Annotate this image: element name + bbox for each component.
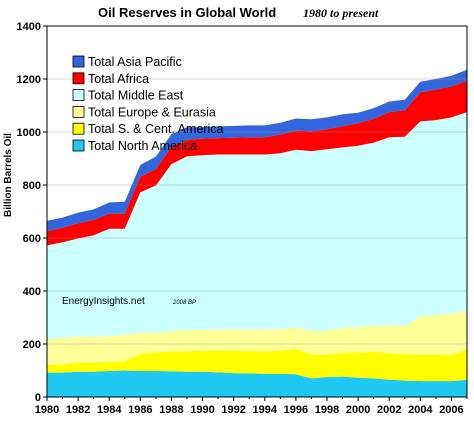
x-tick-label: 1992 <box>221 404 245 416</box>
x-tick-label: 2000 <box>346 404 370 416</box>
annotation-source: EnergyInsights.net <box>62 296 145 307</box>
area-total-middle-east <box>47 112 467 340</box>
annotation-group: EnergyInsights.net 2008 BP <box>62 296 196 307</box>
area-total-asia-pacific <box>47 69 467 232</box>
legend-label-total-north-america: Total North America <box>88 139 197 153</box>
y-tick-label: 1000 <box>17 127 41 139</box>
y-tick-label: 0 <box>35 392 41 404</box>
x-tick-label: 1982 <box>66 404 90 416</box>
legend-swatch-total-asia-pacific <box>72 55 85 68</box>
plot-frame <box>46 25 468 398</box>
legend-swatch-total-europe-eurasia <box>72 106 85 118</box>
x-tick-label: 1994 <box>253 404 278 416</box>
legend-label-total-asia-pacific: Total Asia Pacific <box>88 55 182 69</box>
x-tick-label: 1988 <box>159 404 183 416</box>
legend-label-total-europe-eurasia: Total Europe & Eurasia <box>88 105 216 119</box>
chart-subtitle: 1980 to present <box>303 6 379 20</box>
legend-swatch-total-middle-east <box>72 89 85 101</box>
y-tick-label: 800 <box>23 180 41 192</box>
axes-group: 0 200 400 600 800 1000 1200 1400 1980 1982 1984 198… <box>17 21 468 416</box>
x-tick-label: 1986 <box>128 404 152 416</box>
x-tick-label: 1980 <box>35 404 59 416</box>
legend: Total Asia Pacific Total Africa Total Midd… <box>72 55 224 153</box>
x-tick-label: 2004 <box>408 404 433 416</box>
area-total-north-america <box>47 370 467 397</box>
y-axis-label: Billion Barrels Oil <box>3 133 14 217</box>
legend-label-total-africa: Total Africa <box>88 72 149 86</box>
annotation-note: 2008 BP <box>172 300 196 306</box>
x-tick-label: 1984 <box>97 404 122 416</box>
legend-label-total-s-cent-america: Total S. & Cent. America <box>88 122 224 136</box>
x-tick-label: 2006 <box>439 404 463 416</box>
area-series-group <box>47 69 467 397</box>
y-tick-label: 1400 <box>17 21 41 33</box>
x-tick-label: 1996 <box>284 404 308 416</box>
legend-swatch-total-africa <box>72 72 85 85</box>
y-tick-label: 1200 <box>17 74 41 86</box>
legend-swatch-total-s-cent-america <box>72 122 85 135</box>
y-tick-label: 200 <box>23 339 41 351</box>
x-tick-label: 2002 <box>377 404 401 416</box>
legend-swatch-total-north-america <box>72 139 85 152</box>
legend-label-total-middle-east: Total Middle East <box>88 89 184 103</box>
y-tick-label: 400 <box>23 286 41 298</box>
chart-title: Oil Reserves in Global World <box>98 5 276 20</box>
y-tick-label: 600 <box>23 233 41 245</box>
area-total-africa <box>47 80 467 246</box>
x-tick-label: 1990 <box>190 404 214 416</box>
area-total-s-cent-america <box>47 349 467 382</box>
area-total-europe-eurasia <box>47 310 467 365</box>
x-tick-label: 1998 <box>315 404 339 416</box>
